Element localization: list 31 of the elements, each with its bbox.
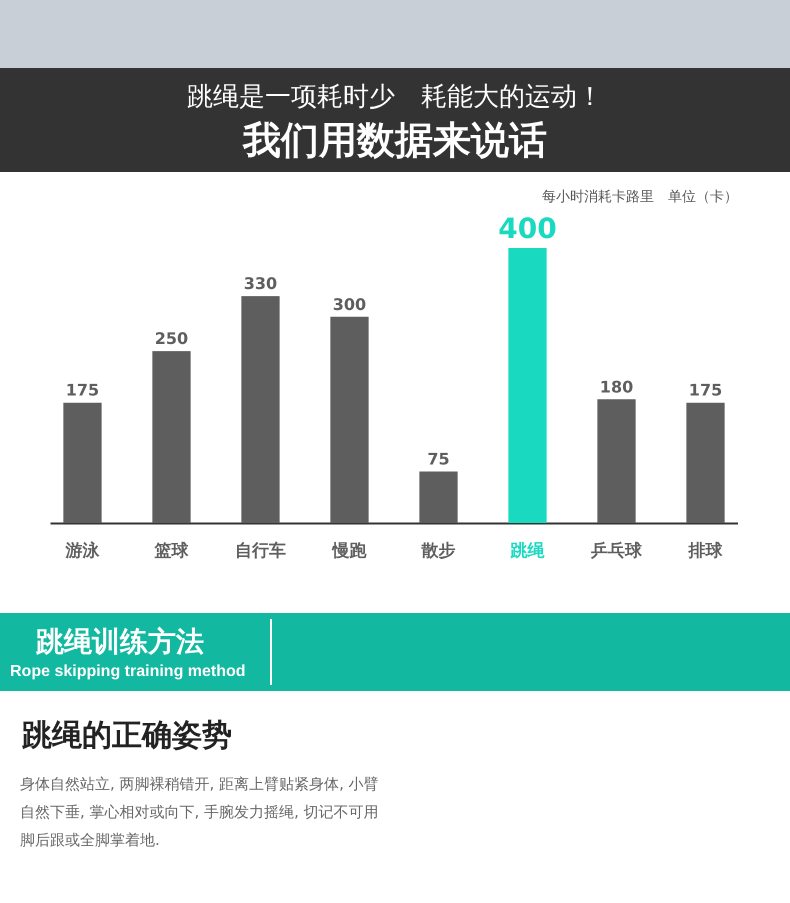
bar [508,248,547,523]
x-tick-label: 跳绳 [510,541,546,561]
text: Rope skipping training method [10,663,246,681]
bar [419,471,458,523]
bar [330,316,369,523]
data-label: 75 [427,449,450,468]
x-tick-label: 游泳 [64,541,100,561]
data-label: 400 [498,212,557,245]
chart-title: 跳绳是一项耗时少 耗能大的运动！ [186,81,604,114]
bar [686,402,725,523]
x-tick-label: 排球 [688,541,724,561]
data-label: 175 [688,380,722,400]
text: 跳绳训练方法 [36,624,204,660]
data-label: 175 [66,380,100,400]
bar [597,399,636,523]
bar [63,402,102,523]
x-tick-label: 散步 [420,541,456,561]
x-tick-label: 自行车 [234,541,286,561]
data-label: 300 [332,294,366,314]
bar [241,296,280,523]
chart-subtitle: 我们用数据来说话 [242,117,548,164]
data-label: 250 [154,329,188,348]
text: 每小时消耗卡路里 单位（卡） [541,188,739,207]
x-tick-label: 乒乓球 [590,541,644,561]
x-tick-label: 慢跑 [332,541,368,561]
data-label: 180 [600,377,634,396]
x-tick-label: 篮球 [153,541,190,561]
text: 身体自然站立, 两脚裸稍错开, 距离上臂贴紧身体, 小臂自然下垂, 掌心相对或向下, 手腕发力摇绳, 切记不可用脚后跟或全脚掌着地. [20,774,380,851]
data-label: 330 [244,274,278,294]
text: 跳绳的正确姿势 [22,717,233,755]
bar [152,351,191,523]
